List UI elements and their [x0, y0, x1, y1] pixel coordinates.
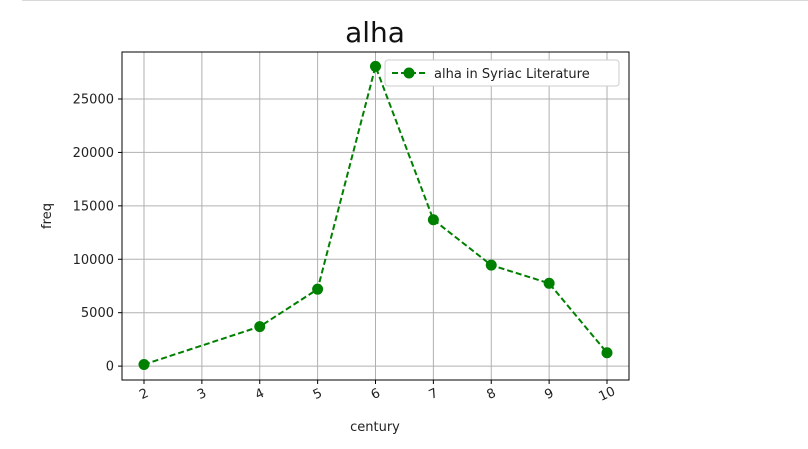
- plot-frame: [121, 51, 630, 381]
- grid: [122, 52, 629, 380]
- x-tick-label: 8: [485, 386, 499, 403]
- x-tick-label: 4: [253, 386, 267, 403]
- chart-title: alha: [345, 16, 405, 49]
- data-point: [601, 347, 613, 359]
- x-tick-label: 7: [427, 386, 441, 403]
- data-point: [485, 259, 497, 271]
- x-axis-label: century: [350, 420, 400, 435]
- y-tick-label: 20000: [73, 146, 114, 161]
- legend-box: [384, 59, 620, 87]
- x-tick-label: 2: [137, 386, 151, 403]
- data-point: [254, 321, 266, 333]
- legend: alha in Syriac Literature: [384, 59, 620, 87]
- x-tick-label: 10: [597, 384, 618, 405]
- top-divider: [22, 0, 808, 1]
- data-point: [427, 214, 439, 226]
- y-axis-label: freq: [40, 203, 55, 229]
- data-point: [138, 359, 150, 371]
- x-tick-label: 3: [195, 386, 209, 403]
- y-tick-label: 15000: [73, 199, 114, 214]
- x-tick-label: 5: [311, 386, 325, 403]
- y-tick-label: 25000: [73, 93, 114, 108]
- legend-marker-swatch: [403, 67, 415, 79]
- legend-label: alha in Syriac Literature: [434, 67, 590, 82]
- data-point: [543, 277, 555, 289]
- y-tick-label: 0: [106, 360, 114, 375]
- x-tick-label: 6: [369, 386, 383, 403]
- x-tick-label: 9: [542, 386, 556, 403]
- y-tick-label: 5000: [81, 306, 114, 321]
- axes: 2 3 4 5 6 7 8 9 10 0 5000 10000 15000 20000 25000: [73, 93, 618, 405]
- series-layer: [138, 60, 613, 371]
- data-point: [370, 60, 381, 72]
- data-point: [312, 283, 324, 295]
- y-tick-label: 10000: [73, 253, 114, 268]
